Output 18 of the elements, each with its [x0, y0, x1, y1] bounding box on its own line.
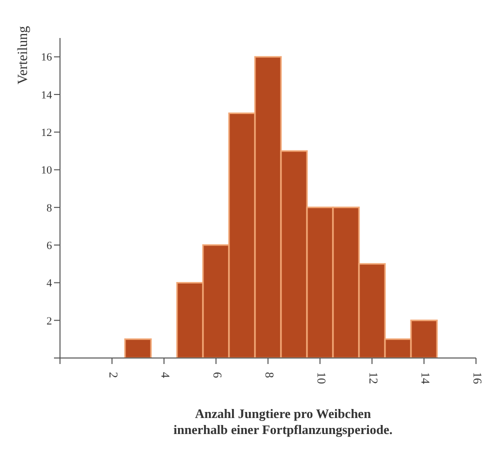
y-tick-label: 12 [41, 127, 52, 140]
x-tick-label: 6 [210, 372, 224, 378]
x-tick-label: 4 [158, 372, 172, 378]
y-tick-label: 16 [41, 52, 52, 64]
x-tick-label: 8 [262, 372, 276, 378]
y-tick-label: 6 [46, 240, 52, 252]
x-tick-label: 14 [418, 372, 432, 384]
x-tick-label: 2 [106, 372, 120, 378]
x-tick-label: 10 [314, 372, 328, 384]
y-tick-label: 14 [41, 89, 52, 102]
y-axis-title: Verteilung [16, 26, 32, 84]
y-tick-label: 10 [41, 164, 52, 177]
x-tick-label: 16 [470, 372, 484, 384]
y-tick-label: 4 [46, 278, 52, 290]
x-tick-label: 12 [366, 372, 380, 384]
x-axis-title: Anzahl Jungtiere pro Weibchen innerhalb einer Fortpflanzungsperiode. [174, 406, 392, 437]
y-tick-label: 2 [46, 315, 52, 328]
y-tick-label: 8 [46, 202, 52, 214]
